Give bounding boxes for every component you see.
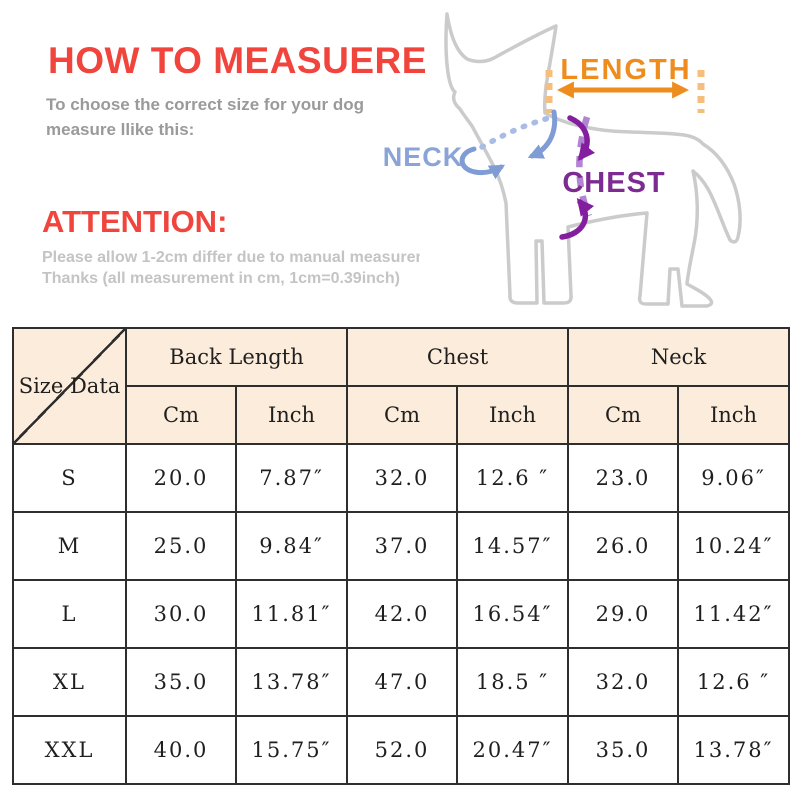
back-cm: 35.0 <box>125 647 237 717</box>
chest-cm: 52.0 <box>346 715 459 785</box>
back-cm: 40.0 <box>125 715 237 785</box>
neck-cm: 35.0 <box>567 715 680 785</box>
chest-cm: 47.0 <box>346 647 459 717</box>
size-label: S <box>12 443 127 513</box>
chest-cm: 37.0 <box>346 511 459 581</box>
back-cm: 20.0 <box>125 443 237 513</box>
unit-chest-inch: Inch <box>456 385 570 445</box>
neck-inch: 13.78″ <box>677 715 791 785</box>
unit-neck-cm: Cm <box>567 385 680 445</box>
table-header-groups: Size Data Back Length Chest Neck <box>12 327 791 445</box>
table-row: S 20.0 7.87″ 32.0 12.6 ″ 23.0 9.06″ <box>12 443 791 513</box>
group-back-length: Back Length <box>124 327 349 387</box>
size-label: XL <box>12 647 127 717</box>
back-inch: 9.84″ <box>234 511 349 581</box>
back-cm: 30.0 <box>125 579 237 649</box>
page-title: HOW TO MEASUERE <box>48 40 427 81</box>
neck-cm: 23.0 <box>567 443 680 513</box>
neck-label: NECK <box>383 142 464 172</box>
size-table: Size Data Back Length Chest Neck Cm Inch… <box>12 327 791 785</box>
neck-inch: 9.06″ <box>677 443 791 513</box>
neck-down-arrow <box>527 109 558 159</box>
subtitle-line1: To choose the correct size for your dog <box>46 95 365 114</box>
chest-cm: 42.0 <box>346 579 459 649</box>
chest-inch: 16.54″ <box>456 579 570 649</box>
neck-cm: 26.0 <box>567 511 680 581</box>
unit-back-inch: Inch <box>234 385 349 445</box>
chest-inch: 14.57″ <box>456 511 570 581</box>
group-chest: Chest <box>346 327 570 387</box>
group-neck: Neck <box>567 327 791 387</box>
chest-inch: 18.5 ″ <box>456 647 570 717</box>
table-row: M 25.0 9.84″ 37.0 14.57″ 26.0 10.24″ <box>12 511 791 581</box>
size-label: L <box>12 579 127 649</box>
neck-inch: 12.6 ″ <box>677 647 791 717</box>
attention-note-line1: Please allow 1-2cm differ due to manual … <box>42 249 420 266</box>
neck-cm: 32.0 <box>567 647 680 717</box>
neck-dotted-line <box>479 115 552 150</box>
neck-cm: 29.0 <box>567 579 680 649</box>
table-row: XL 35.0 13.78″ 47.0 18.5 ″ 32.0 12.6 ″ <box>12 647 791 717</box>
dog-diagram-svg: LENGTH NECK CHEST <box>383 12 742 308</box>
table-row: L 30.0 11.81″ 42.0 16.54″ 29.0 11.42″ <box>12 579 791 649</box>
unit-back-cm: Cm <box>125 385 237 445</box>
unit-chest-cm: Cm <box>346 385 459 445</box>
chest-top-arrow <box>567 115 596 162</box>
attention-note: Please allow 1-2cm differ due to manual … <box>42 247 420 289</box>
back-cm: 25.0 <box>125 511 237 581</box>
neck-inch: 11.42″ <box>677 579 791 649</box>
chest-label: CHEST <box>562 167 665 199</box>
chest-inch: 12.6 ″ <box>456 443 570 513</box>
table-header-units: Cm Inch Cm Inch Cm Inch <box>13 385 791 445</box>
back-inch: 11.81″ <box>234 579 349 649</box>
corner-cell: Size Data <box>12 327 127 445</box>
measuring-diagram: LENGTH NECK CHEST <box>358 0 800 322</box>
chest-inch: 20.47″ <box>456 715 570 785</box>
size-label: M <box>12 511 127 581</box>
length-label: LENGTH <box>560 54 691 86</box>
neck-inch: 10.24″ <box>677 511 791 581</box>
subtitle: To choose the correct size for your dog … <box>46 92 364 142</box>
subtitle-line2: measure llike this: <box>46 120 195 139</box>
attention-note-line2: Thanks (all measurement in cm, 1cm=0.39i… <box>42 270 400 287</box>
neck-curve-arrow <box>459 146 506 180</box>
chest-bottom-arrow <box>559 198 595 240</box>
unit-neck-inch: Inch <box>677 385 791 445</box>
size-label: XXL <box>12 715 127 785</box>
chest-cm: 32.0 <box>346 443 459 513</box>
attention-title: ATTENTION: <box>42 204 228 239</box>
back-inch: 7.87″ <box>234 443 349 513</box>
back-inch: 15.75″ <box>234 715 349 785</box>
table-row: XXL 40.0 15.75″ 52.0 20.47″ 35.0 13.78″ <box>12 715 791 785</box>
back-inch: 13.78″ <box>234 647 349 717</box>
